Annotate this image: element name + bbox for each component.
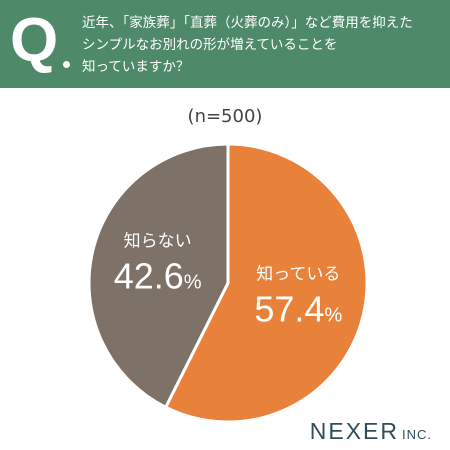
question-line: 知っていますか？	[82, 59, 190, 75]
sample-size-label: (n=500)	[187, 106, 263, 127]
pie-slice-value-1: 42.6%	[114, 255, 202, 296]
question-line: 近年、「家族葬」「直葬（火葬のみ）」など費用を抑えた	[82, 15, 413, 31]
q-dot	[63, 61, 70, 68]
pie-labels: 知っている 57.4% 知らない 42.6%	[114, 231, 343, 329]
pie-slice-value-0: 57.4%	[254, 289, 342, 330]
brand-logo: NEXER INC.	[310, 418, 432, 445]
question-line: シンプルなお別れの形が増えていることを	[82, 37, 338, 53]
brand-name: NEXER	[309, 418, 399, 444]
pie-slices	[87, 142, 369, 424]
q-mark: Q	[10, 6, 59, 75]
question-text: 近年、「家族葬」「直葬（火葬のみ）」など費用を抑えた シンプルなお別れの形が増え…	[82, 12, 442, 78]
pie-slice-label-0: 知っている	[256, 265, 340, 285]
pie-slice-1	[87, 142, 230, 410]
question-header: Q 近年、「家族葬」「直葬（火葬のみ）」など費用を抑えた シンプルなお別れの形が…	[0, 0, 450, 88]
pie-slice-label-1: 知らない	[124, 231, 192, 251]
brand-suffix: INC.	[402, 427, 432, 442]
pie-slice-0	[163, 142, 369, 424]
